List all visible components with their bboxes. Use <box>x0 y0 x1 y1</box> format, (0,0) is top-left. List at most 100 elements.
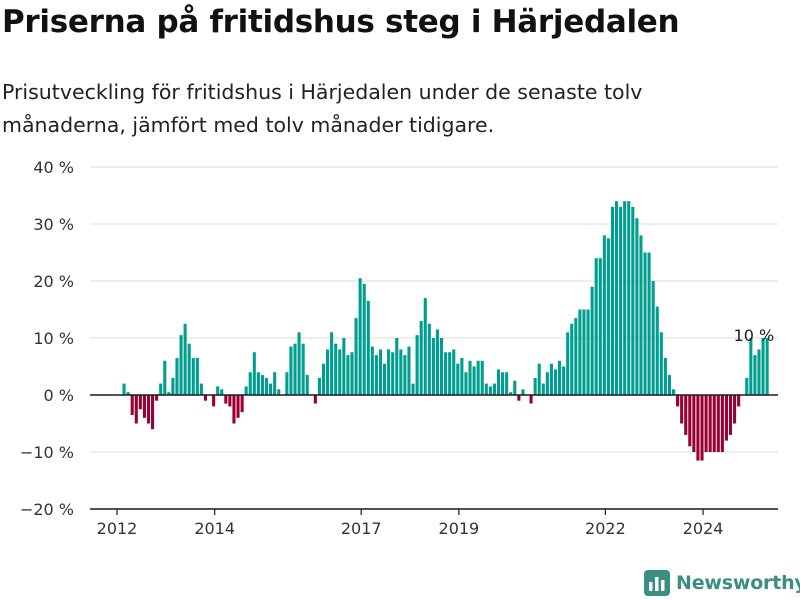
x-tick-label: 2012 <box>97 519 138 538</box>
newsworthy-logo[interactable]: Newsworthy <box>644 568 800 598</box>
bar <box>216 386 220 395</box>
axes <box>90 394 778 510</box>
bar <box>248 372 252 395</box>
bar <box>553 369 558 395</box>
x-tick-label: 2022 <box>585 519 626 538</box>
bar <box>501 372 505 395</box>
y-axis-tick-labels: −20 % −10 % 0 % 10 % 20 % 30 % 40 % <box>20 158 74 519</box>
bar <box>277 389 281 395</box>
y-tick-label: −20 % <box>20 500 74 519</box>
bar <box>671 389 676 395</box>
bar <box>444 352 448 395</box>
bar <box>692 395 696 452</box>
bar <box>659 332 663 395</box>
bar <box>167 392 171 395</box>
bar <box>191 357 195 395</box>
x-tick-label: 2019 <box>439 519 480 538</box>
bar <box>403 355 407 395</box>
bar <box>712 395 716 452</box>
bar <box>370 346 374 395</box>
bar <box>146 395 151 424</box>
bar <box>655 306 659 395</box>
bar <box>586 309 590 395</box>
bar <box>594 258 598 395</box>
bar <box>411 383 415 395</box>
bar <box>203 395 208 401</box>
bar <box>427 323 431 395</box>
bar <box>155 395 159 401</box>
bar <box>663 357 667 395</box>
bar <box>619 206 623 395</box>
bar <box>269 383 273 395</box>
x-axis-tick-labels: 2012 2014 2017 2019 2022 2024 <box>97 509 723 538</box>
bar <box>301 343 305 395</box>
bar <box>737 395 741 407</box>
bar <box>635 218 639 395</box>
bar <box>171 377 175 395</box>
bar <box>395 338 399 395</box>
x-tick-label: 2017 <box>341 519 382 538</box>
bar <box>639 235 643 395</box>
bar <box>651 281 655 395</box>
bar <box>126 392 130 395</box>
bar <box>183 323 187 395</box>
bar <box>496 369 501 395</box>
bar <box>545 372 549 395</box>
bar <box>317 377 321 395</box>
bar <box>708 395 712 452</box>
bar <box>533 377 537 395</box>
bar <box>159 383 163 395</box>
bar <box>598 258 602 395</box>
bar <box>407 346 411 395</box>
bar <box>236 395 240 418</box>
bar <box>720 395 724 452</box>
bar <box>224 395 228 404</box>
bar <box>614 201 619 395</box>
bar <box>509 392 513 395</box>
bar <box>260 375 264 395</box>
bar <box>488 386 492 395</box>
bar <box>362 283 366 395</box>
bar <box>574 318 578 395</box>
bar <box>195 357 199 395</box>
bar <box>175 357 179 395</box>
bar <box>578 309 582 395</box>
bar <box>378 349 383 395</box>
bar <box>391 352 395 395</box>
bar <box>537 363 541 395</box>
bar <box>151 395 155 430</box>
bar <box>399 349 403 395</box>
bar <box>244 386 248 395</box>
y-tick-label: 40 % <box>33 158 74 177</box>
bar <box>460 357 464 395</box>
bar <box>688 395 692 447</box>
bar <box>313 395 317 404</box>
bars <box>122 201 769 461</box>
bar <box>696 395 700 461</box>
bar <box>285 372 289 395</box>
y-tick-label: 30 % <box>33 215 74 234</box>
bar <box>562 366 566 395</box>
bar <box>326 349 330 395</box>
bar <box>667 375 671 395</box>
y-tick-label: 20 % <box>33 272 74 291</box>
chart-title: Priserna på fritidshus steg i Härjedalen <box>2 4 680 40</box>
bar <box>643 252 647 395</box>
y-tick-label: −10 % <box>20 443 74 462</box>
bar <box>517 395 521 401</box>
bar <box>350 352 354 395</box>
bar <box>753 355 757 395</box>
bar <box>610 206 615 395</box>
bar <box>558 360 562 395</box>
bar <box>745 377 749 395</box>
bar <box>334 343 338 395</box>
bar <box>566 332 570 395</box>
bar <box>212 395 216 407</box>
bar <box>513 380 517 395</box>
bar <box>631 206 635 395</box>
bar <box>232 395 236 424</box>
bar <box>716 395 720 452</box>
bar <box>570 323 574 395</box>
bar <box>419 320 423 395</box>
